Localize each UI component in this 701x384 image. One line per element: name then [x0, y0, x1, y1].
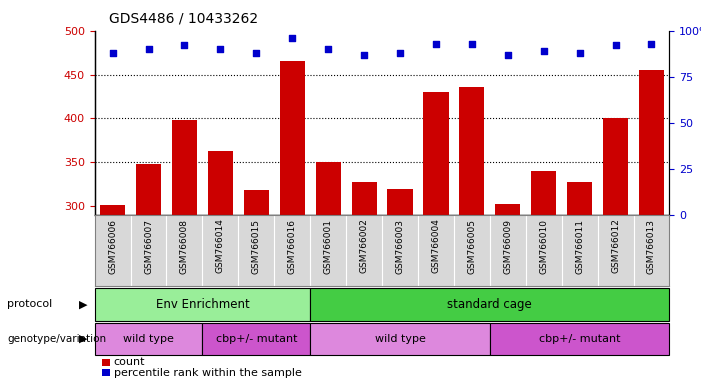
Bar	[639, 70, 664, 384]
Text: GSM766007: GSM766007	[144, 218, 153, 273]
Text: GSM766012: GSM766012	[611, 218, 620, 273]
Bar	[207, 151, 233, 384]
Point	[430, 41, 442, 47]
Text: ▶: ▶	[79, 299, 88, 310]
Text: ▶: ▶	[79, 334, 88, 344]
Text: genotype/variation: genotype/variation	[7, 334, 106, 344]
Point	[143, 46, 154, 52]
Text: GSM766004: GSM766004	[431, 218, 440, 273]
Point	[646, 41, 657, 47]
Bar	[490, 323, 669, 355]
Text: percentile rank within the sample: percentile rank within the sample	[114, 368, 301, 378]
Text: GSM766002: GSM766002	[360, 218, 369, 273]
Text: GSM766008: GSM766008	[180, 218, 189, 273]
Point	[466, 41, 477, 47]
Bar	[203, 323, 310, 355]
Point	[322, 46, 334, 52]
Point	[287, 35, 298, 41]
Text: wild type: wild type	[123, 334, 174, 344]
Text: protocol: protocol	[7, 299, 53, 310]
Text: GSM766009: GSM766009	[503, 218, 512, 273]
Point	[538, 48, 550, 54]
Bar	[244, 190, 269, 384]
Point	[610, 42, 621, 48]
Text: GSM766016: GSM766016	[287, 218, 297, 273]
Bar	[315, 162, 341, 384]
Point	[179, 42, 190, 48]
Text: GSM766010: GSM766010	[539, 218, 548, 273]
Point	[358, 51, 369, 58]
Text: GSM766013: GSM766013	[647, 218, 656, 273]
Point	[502, 51, 513, 58]
Bar	[95, 323, 203, 355]
Bar	[495, 204, 520, 384]
Bar	[603, 119, 628, 384]
Text: GSM766001: GSM766001	[324, 218, 333, 273]
Bar	[172, 120, 197, 384]
Text: GSM766015: GSM766015	[252, 218, 261, 273]
Text: GSM766006: GSM766006	[108, 218, 117, 273]
Point	[251, 50, 262, 56]
Bar	[459, 87, 484, 384]
Text: count: count	[114, 358, 145, 367]
Bar	[351, 182, 376, 384]
Point	[395, 50, 406, 56]
Text: GSM766005: GSM766005	[468, 218, 477, 273]
Text: GSM766014: GSM766014	[216, 218, 225, 273]
Bar	[388, 189, 413, 384]
Point	[215, 46, 226, 52]
Bar	[531, 171, 557, 384]
Text: GSM766011: GSM766011	[575, 218, 584, 273]
Point	[574, 50, 585, 56]
Bar	[95, 288, 310, 321]
Bar	[136, 164, 161, 384]
Text: wild type: wild type	[374, 334, 426, 344]
Text: cbp+/- mutant: cbp+/- mutant	[539, 334, 620, 344]
Bar	[100, 205, 125, 384]
Bar	[280, 61, 305, 384]
Text: cbp+/- mutant: cbp+/- mutant	[215, 334, 297, 344]
Bar	[567, 182, 592, 384]
Bar	[423, 92, 449, 384]
Bar	[310, 323, 490, 355]
Text: GSM766003: GSM766003	[395, 218, 404, 273]
Text: Env Enrichment: Env Enrichment	[156, 298, 250, 311]
Text: standard cage: standard cage	[447, 298, 532, 311]
Bar	[310, 288, 669, 321]
Text: GDS4486 / 10433262: GDS4486 / 10433262	[109, 12, 258, 25]
Point	[107, 50, 118, 56]
